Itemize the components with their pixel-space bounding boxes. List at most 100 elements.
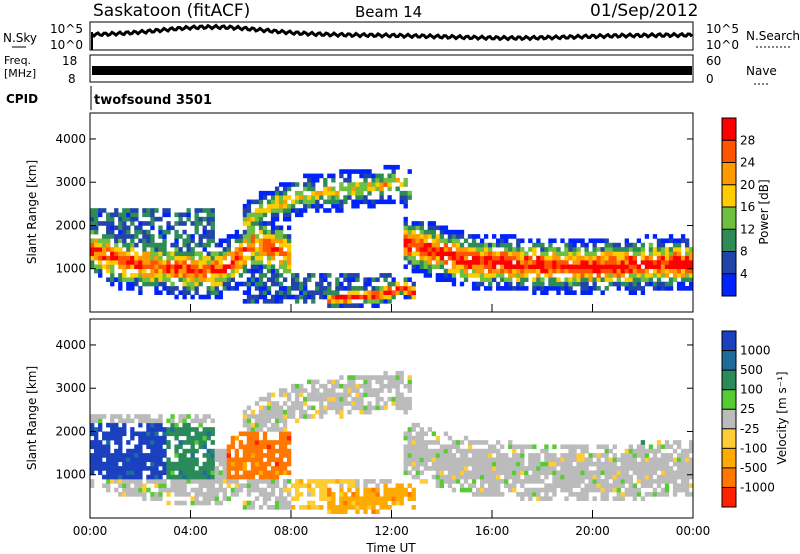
velocity-cell [274, 500, 280, 506]
power-cell [307, 173, 312, 179]
power-cell [90, 247, 95, 252]
power-cell [648, 242, 654, 248]
power-cell [616, 255, 621, 261]
velocity-cell [463, 453, 469, 458]
velocity-cell [443, 453, 449, 458]
power-cell [162, 251, 167, 257]
velocity-cell [274, 401, 280, 406]
velocity-cell [660, 453, 666, 458]
power-cell [524, 277, 529, 283]
power-cell [367, 294, 372, 300]
velocity-cell [552, 483, 557, 489]
velocity-cell [90, 418, 95, 424]
power-cell [154, 290, 159, 295]
velocity-cell [126, 414, 131, 419]
velocity-cell [435, 435, 441, 441]
velocity-cell [604, 444, 609, 450]
power-cell [427, 229, 432, 235]
power-cell [339, 173, 344, 179]
power-cell [170, 225, 175, 231]
power-cell [459, 281, 465, 287]
power-cell [500, 264, 505, 270]
velocity-cell [174, 466, 179, 471]
power-cell [540, 264, 545, 270]
velocity-cell [130, 431, 135, 437]
velocity-cell [198, 474, 203, 480]
velocity-cell [411, 474, 416, 480]
power-cell [258, 208, 264, 213]
power-cell [616, 268, 621, 274]
velocity-cell [299, 483, 304, 489]
power-cell [194, 260, 199, 265]
power-cell [568, 290, 573, 295]
power-cell [660, 255, 666, 261]
power-cell [110, 260, 115, 265]
velocity-cell [648, 483, 654, 489]
velocity-cell [270, 401, 276, 406]
power-cell [162, 281, 167, 287]
velocity-cell [600, 470, 605, 476]
power-cell [600, 255, 605, 261]
power-cell [672, 273, 678, 278]
power-cell [323, 277, 328, 283]
power-cell [620, 264, 625, 270]
velocity-cell [270, 448, 276, 454]
velocity-cell [254, 418, 260, 424]
power-cell [94, 251, 99, 257]
velocity-cell [588, 483, 593, 489]
velocity-cell [343, 496, 348, 501]
velocity-cell [363, 479, 368, 484]
velocity-cell [154, 461, 159, 467]
velocity-ytick-label-0: 1000 [55, 468, 86, 482]
velocity-cell [479, 483, 485, 489]
power-cell [266, 199, 272, 205]
velocity-colorbar-label-0: 1000 [740, 344, 771, 358]
power-cell [592, 286, 597, 291]
velocity-cell [295, 388, 300, 393]
velocity-cell [483, 440, 489, 445]
velocity-cell [307, 492, 312, 497]
velocity-cell [363, 392, 368, 398]
velocity-cell [419, 444, 424, 450]
power-cell [106, 238, 111, 244]
power-cell [564, 247, 569, 252]
velocity-cell [395, 396, 400, 402]
velocity-cell [644, 453, 650, 458]
power-cell [150, 225, 155, 231]
velocity-cell [568, 466, 573, 471]
power-cell [520, 255, 525, 261]
velocity-cell [600, 466, 605, 471]
power-cell [114, 247, 119, 252]
velocity-cell [282, 483, 288, 489]
velocity-cell [604, 470, 609, 476]
velocity-cell [174, 431, 179, 437]
velocity-cell [98, 448, 103, 454]
power-cell [403, 286, 408, 291]
velocity-cell [262, 440, 268, 445]
velocity-cell [218, 448, 223, 454]
power-colorbar-label-3: 16 [740, 200, 755, 214]
velocity-cell [182, 440, 187, 445]
power-cell [676, 264, 682, 270]
velocity-cell [395, 370, 400, 376]
velocity-cell [580, 470, 585, 476]
power-cell [122, 264, 127, 270]
power-cell [343, 286, 348, 291]
power-cell [315, 190, 320, 196]
power-cell [383, 182, 388, 187]
velocity-cell [315, 505, 320, 510]
velocity-cell [624, 487, 629, 493]
power-cell [492, 277, 497, 283]
velocity-cell [544, 453, 549, 458]
power-cell [106, 268, 111, 274]
velocity-cell [202, 440, 207, 445]
velocity-cell [198, 492, 203, 497]
velocity-cell [98, 418, 103, 424]
velocity-cell [303, 414, 308, 419]
power-cell [166, 212, 171, 218]
power-cell [656, 251, 662, 257]
velocity-cell [262, 474, 268, 480]
power-cell [383, 177, 388, 183]
velocity-cell [640, 466, 646, 471]
power-cell [286, 247, 292, 252]
